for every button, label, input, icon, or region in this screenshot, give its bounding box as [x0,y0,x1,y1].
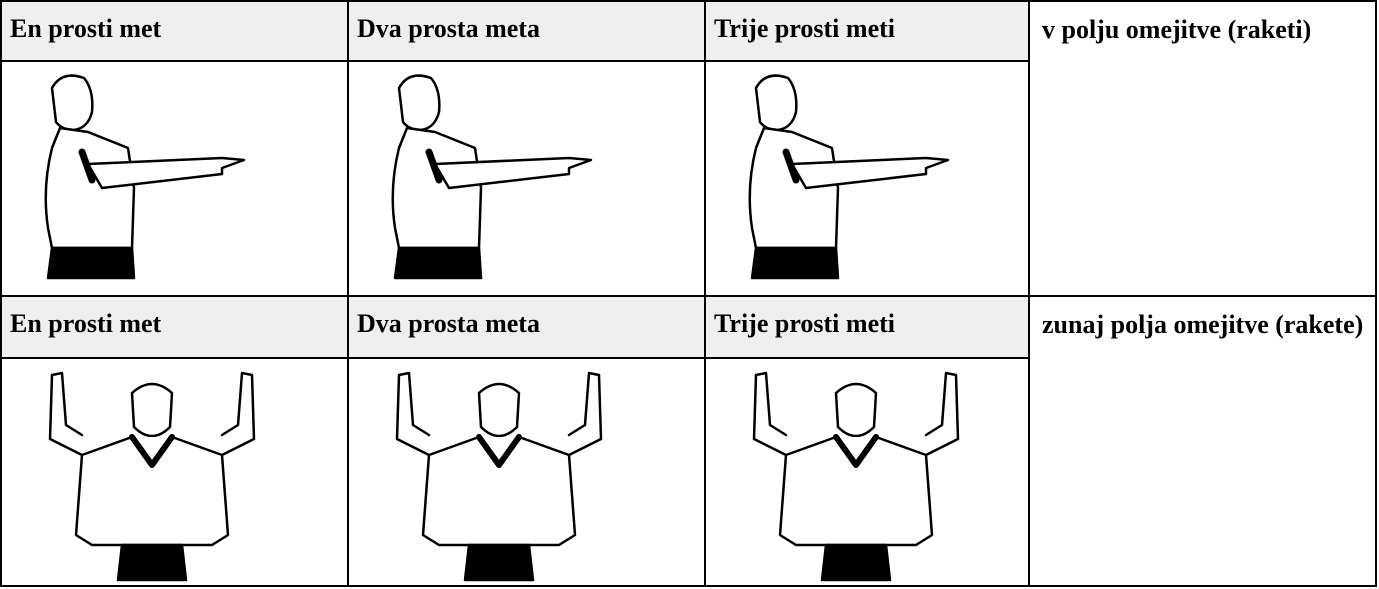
referee-figure [726,365,986,585]
referee-illustration [0,357,347,587]
signal-label: En prosti met [0,295,347,357]
signal-label: Dva prosta meta [347,0,704,60]
referee-figure [369,365,629,585]
referee-figure [22,365,282,585]
referee-illustration [704,357,1028,587]
referee-figure [726,68,966,288]
signal-label: Dva prosta meta [347,295,704,357]
referee-illustration [347,60,704,295]
referee-illustration [0,60,347,295]
signal-label: En prosti met [0,0,347,60]
referee-illustration [704,60,1028,295]
referee-figure [22,68,262,288]
referee-illustration [347,357,704,587]
referee-figure [369,68,609,288]
signal-label: Trije prosti meti [704,295,1028,357]
location-note: v polju omejitve (raketi) [1028,0,1377,295]
signal-label: Trije prosti meti [704,0,1028,60]
location-note: zunaj polja omejitve (rakete) [1028,295,1377,587]
